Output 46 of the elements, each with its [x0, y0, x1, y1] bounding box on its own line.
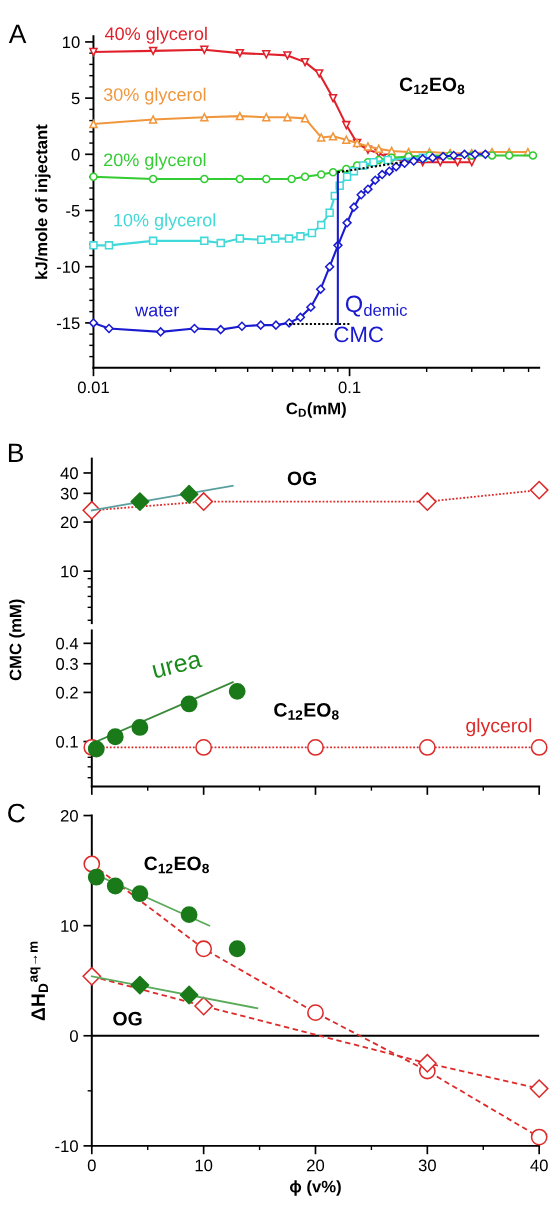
x-tick-label: 20: [307, 1159, 325, 1172]
series-label: 10% glycerol: [114, 213, 216, 231]
x-tick-label: 10: [195, 1159, 213, 1172]
y-tick-label: 0: [71, 148, 80, 161]
x-axis-title: ϕ (v%): [289, 1180, 341, 1196]
y-tick-label: 30: [60, 487, 78, 500]
series-label: 20% glycerol: [104, 153, 206, 170]
y-tick-label: -10: [56, 261, 80, 273]
y-tick-label: 0.1: [56, 735, 78, 748]
y-tick-label: 10: [63, 36, 80, 49]
y-axis-title: ΔH$_{D}$$^{aq→m}$: [30, 941, 48, 1021]
annotation: glycerol: [466, 718, 532, 737]
y-tick-label: -15: [56, 317, 80, 330]
series-label: water: [135, 304, 179, 317]
series-label: 40% glycerol: [104, 26, 207, 44]
chart-title: C: [8, 803, 25, 823]
x-tick-label: 0.01: [77, 381, 109, 394]
y-tick-label: 10: [61, 920, 78, 932]
y-tick-label: -10: [55, 1140, 78, 1153]
y-tick-label: 10: [61, 565, 78, 578]
chart-title: B: [8, 443, 23, 462]
y-tick-label: 0.2: [56, 686, 78, 699]
y-tick-label: 20: [60, 809, 78, 822]
x-tick-label: 40: [530, 1159, 548, 1172]
y-tick-label: -5: [66, 205, 80, 217]
annotation: CMC: [334, 326, 384, 343]
x-axis-title: C$_{D}$(mM): [286, 402, 346, 418]
series-label: 30% glycerol: [103, 87, 206, 105]
annotation: C$_{12}$EO$_{8}$: [274, 702, 339, 720]
y-tick-label: 0.4: [56, 637, 79, 650]
annotation: OG: [287, 471, 316, 486]
x-tick-label: 30: [418, 1159, 436, 1172]
annotation: C$_{12}$EO$_{8}$: [144, 856, 209, 874]
annotation: OG: [113, 1011, 142, 1026]
y-tick-label: 20: [60, 516, 78, 529]
y-tick-label: 0.3: [56, 658, 78, 670]
annotation: Q$_{demic}$: [345, 295, 408, 317]
chart-title: A: [8, 24, 27, 43]
y-axis-title: CMC (mM): [9, 599, 25, 681]
y-tick-label: 5: [71, 92, 80, 105]
annotation: urea: [152, 653, 203, 679]
x-tick-label: 0: [87, 1159, 96, 1172]
y-tick-label: 40: [60, 467, 78, 480]
y-axis-title: kJ/mole of injectant: [35, 124, 51, 279]
annotation: C$_{12}$EO$_{8}$: [399, 77, 465, 95]
y-tick-label: 0: [69, 1030, 78, 1042]
